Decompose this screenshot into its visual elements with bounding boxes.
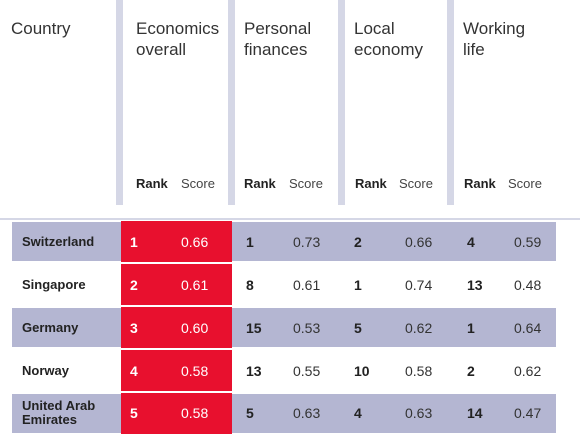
economics-rank: 1	[130, 234, 138, 250]
table-divider	[0, 218, 580, 220]
personal-rank: 8	[246, 277, 254, 293]
country-name: Germany	[22, 320, 79, 335]
header-personal-line2: finances	[244, 40, 308, 59]
country-name: Norway	[22, 363, 69, 378]
economics-score: 0.58	[181, 363, 209, 379]
personal-score: 0.73	[293, 234, 321, 250]
economics-rank: 3	[130, 320, 138, 336]
column-separator	[447, 0, 454, 205]
local-rank: 4	[354, 405, 362, 421]
row-band	[12, 265, 556, 304]
personal-score: 0.53	[293, 320, 321, 336]
personal-rank: 13	[246, 363, 262, 379]
working-rank: 1	[467, 320, 475, 336]
country-name-line2: Emirates	[22, 412, 77, 427]
economics-highlight-cell: 1 0.66	[121, 221, 232, 262]
header-country: Country	[11, 19, 71, 38]
working-rank: 14	[467, 405, 483, 421]
local-score: 0.74	[405, 277, 433, 293]
header-economics-line1: Economics	[136, 19, 220, 38]
economics-highlight-cell: 3 0.60	[121, 307, 232, 348]
column-separator	[338, 0, 345, 205]
table-row: Switzerland 1 0.66 1 0.73 2 0.66 4 0.59	[0, 221, 580, 262]
header-personal-line1: Personal	[244, 19, 312, 38]
subheader-rank: Rank	[244, 176, 276, 191]
subheader-rank: Rank	[136, 176, 168, 191]
subheader-score: Score	[181, 176, 215, 191]
working-score: 0.59	[514, 234, 542, 250]
table-row: Singapore 2 0.61 8 0.61 1 0.74 13 0.48	[0, 264, 580, 305]
economics-rank: 2	[130, 277, 138, 293]
economics-score: 0.61	[181, 277, 209, 293]
subheader-rank: Rank	[355, 176, 387, 191]
economics-score: 0.66	[181, 234, 209, 250]
personal-rank: 1	[246, 234, 254, 250]
row-band	[12, 394, 556, 433]
economics-rank: 4	[130, 363, 138, 379]
country-name: Singapore	[22, 277, 86, 292]
economics-score: 0.60	[181, 320, 209, 336]
header-working-life: Working life	[463, 18, 525, 60]
economics-score: 0.58	[181, 405, 209, 421]
economics-rank: 5	[130, 405, 138, 421]
header-local-line1: Local	[354, 19, 395, 38]
local-score: 0.62	[405, 320, 433, 336]
local-rank: 1	[354, 277, 362, 293]
local-rank: 10	[354, 363, 370, 379]
subheader-score: Score	[399, 176, 433, 191]
working-score: 0.62	[514, 363, 542, 379]
subheader-score: Score	[508, 176, 542, 191]
subheader-score: Score	[289, 176, 323, 191]
header-working-line1: Working	[463, 19, 526, 38]
working-score: 0.47	[514, 405, 542, 421]
working-rank: 4	[467, 234, 475, 250]
country-name: United Arab Emirates	[22, 399, 95, 427]
row-band	[12, 351, 556, 390]
country-name-line1: United Arab	[22, 398, 96, 413]
local-rank: 5	[354, 320, 362, 336]
economics-highlight-cell: 5 0.58	[121, 393, 232, 434]
header-economics-overall: Economics overall	[136, 18, 219, 60]
working-rank: 2	[467, 363, 475, 379]
header-personal-finances: Personal finances	[244, 18, 311, 60]
personal-rank: 15	[246, 320, 262, 336]
header-local-line2: economy	[354, 40, 423, 59]
economics-highlight-cell: 4 0.58	[121, 350, 232, 391]
personal-rank: 5	[246, 405, 254, 421]
table-row: Norway 4 0.58 13 0.55 10 0.58 2 0.62	[0, 350, 580, 391]
country-name: Switzerland	[22, 234, 95, 249]
header-local-economy: Local economy	[354, 18, 423, 60]
column-separator	[116, 0, 123, 205]
local-rank: 2	[354, 234, 362, 250]
personal-score: 0.55	[293, 363, 321, 379]
table-row: Germany 3 0.60 15 0.53 5 0.62 1 0.64	[0, 307, 580, 348]
local-score: 0.63	[405, 405, 433, 421]
working-score: 0.64	[514, 320, 542, 336]
local-score: 0.58	[405, 363, 433, 379]
row-band	[12, 308, 556, 347]
table-row: United Arab Emirates 5 0.58 5 0.63 4 0.6…	[0, 393, 580, 434]
personal-score: 0.63	[293, 405, 321, 421]
personal-score: 0.61	[293, 277, 321, 293]
header-economics-line2: overall	[136, 40, 187, 59]
row-band	[12, 222, 556, 261]
subheader-rank: Rank	[464, 176, 496, 191]
working-rank: 13	[467, 277, 483, 293]
working-score: 0.48	[514, 277, 542, 293]
economics-highlight-cell: 2 0.61	[121, 264, 232, 305]
column-separator	[228, 0, 235, 205]
header-working-line2: life	[463, 40, 485, 59]
local-score: 0.66	[405, 234, 433, 250]
